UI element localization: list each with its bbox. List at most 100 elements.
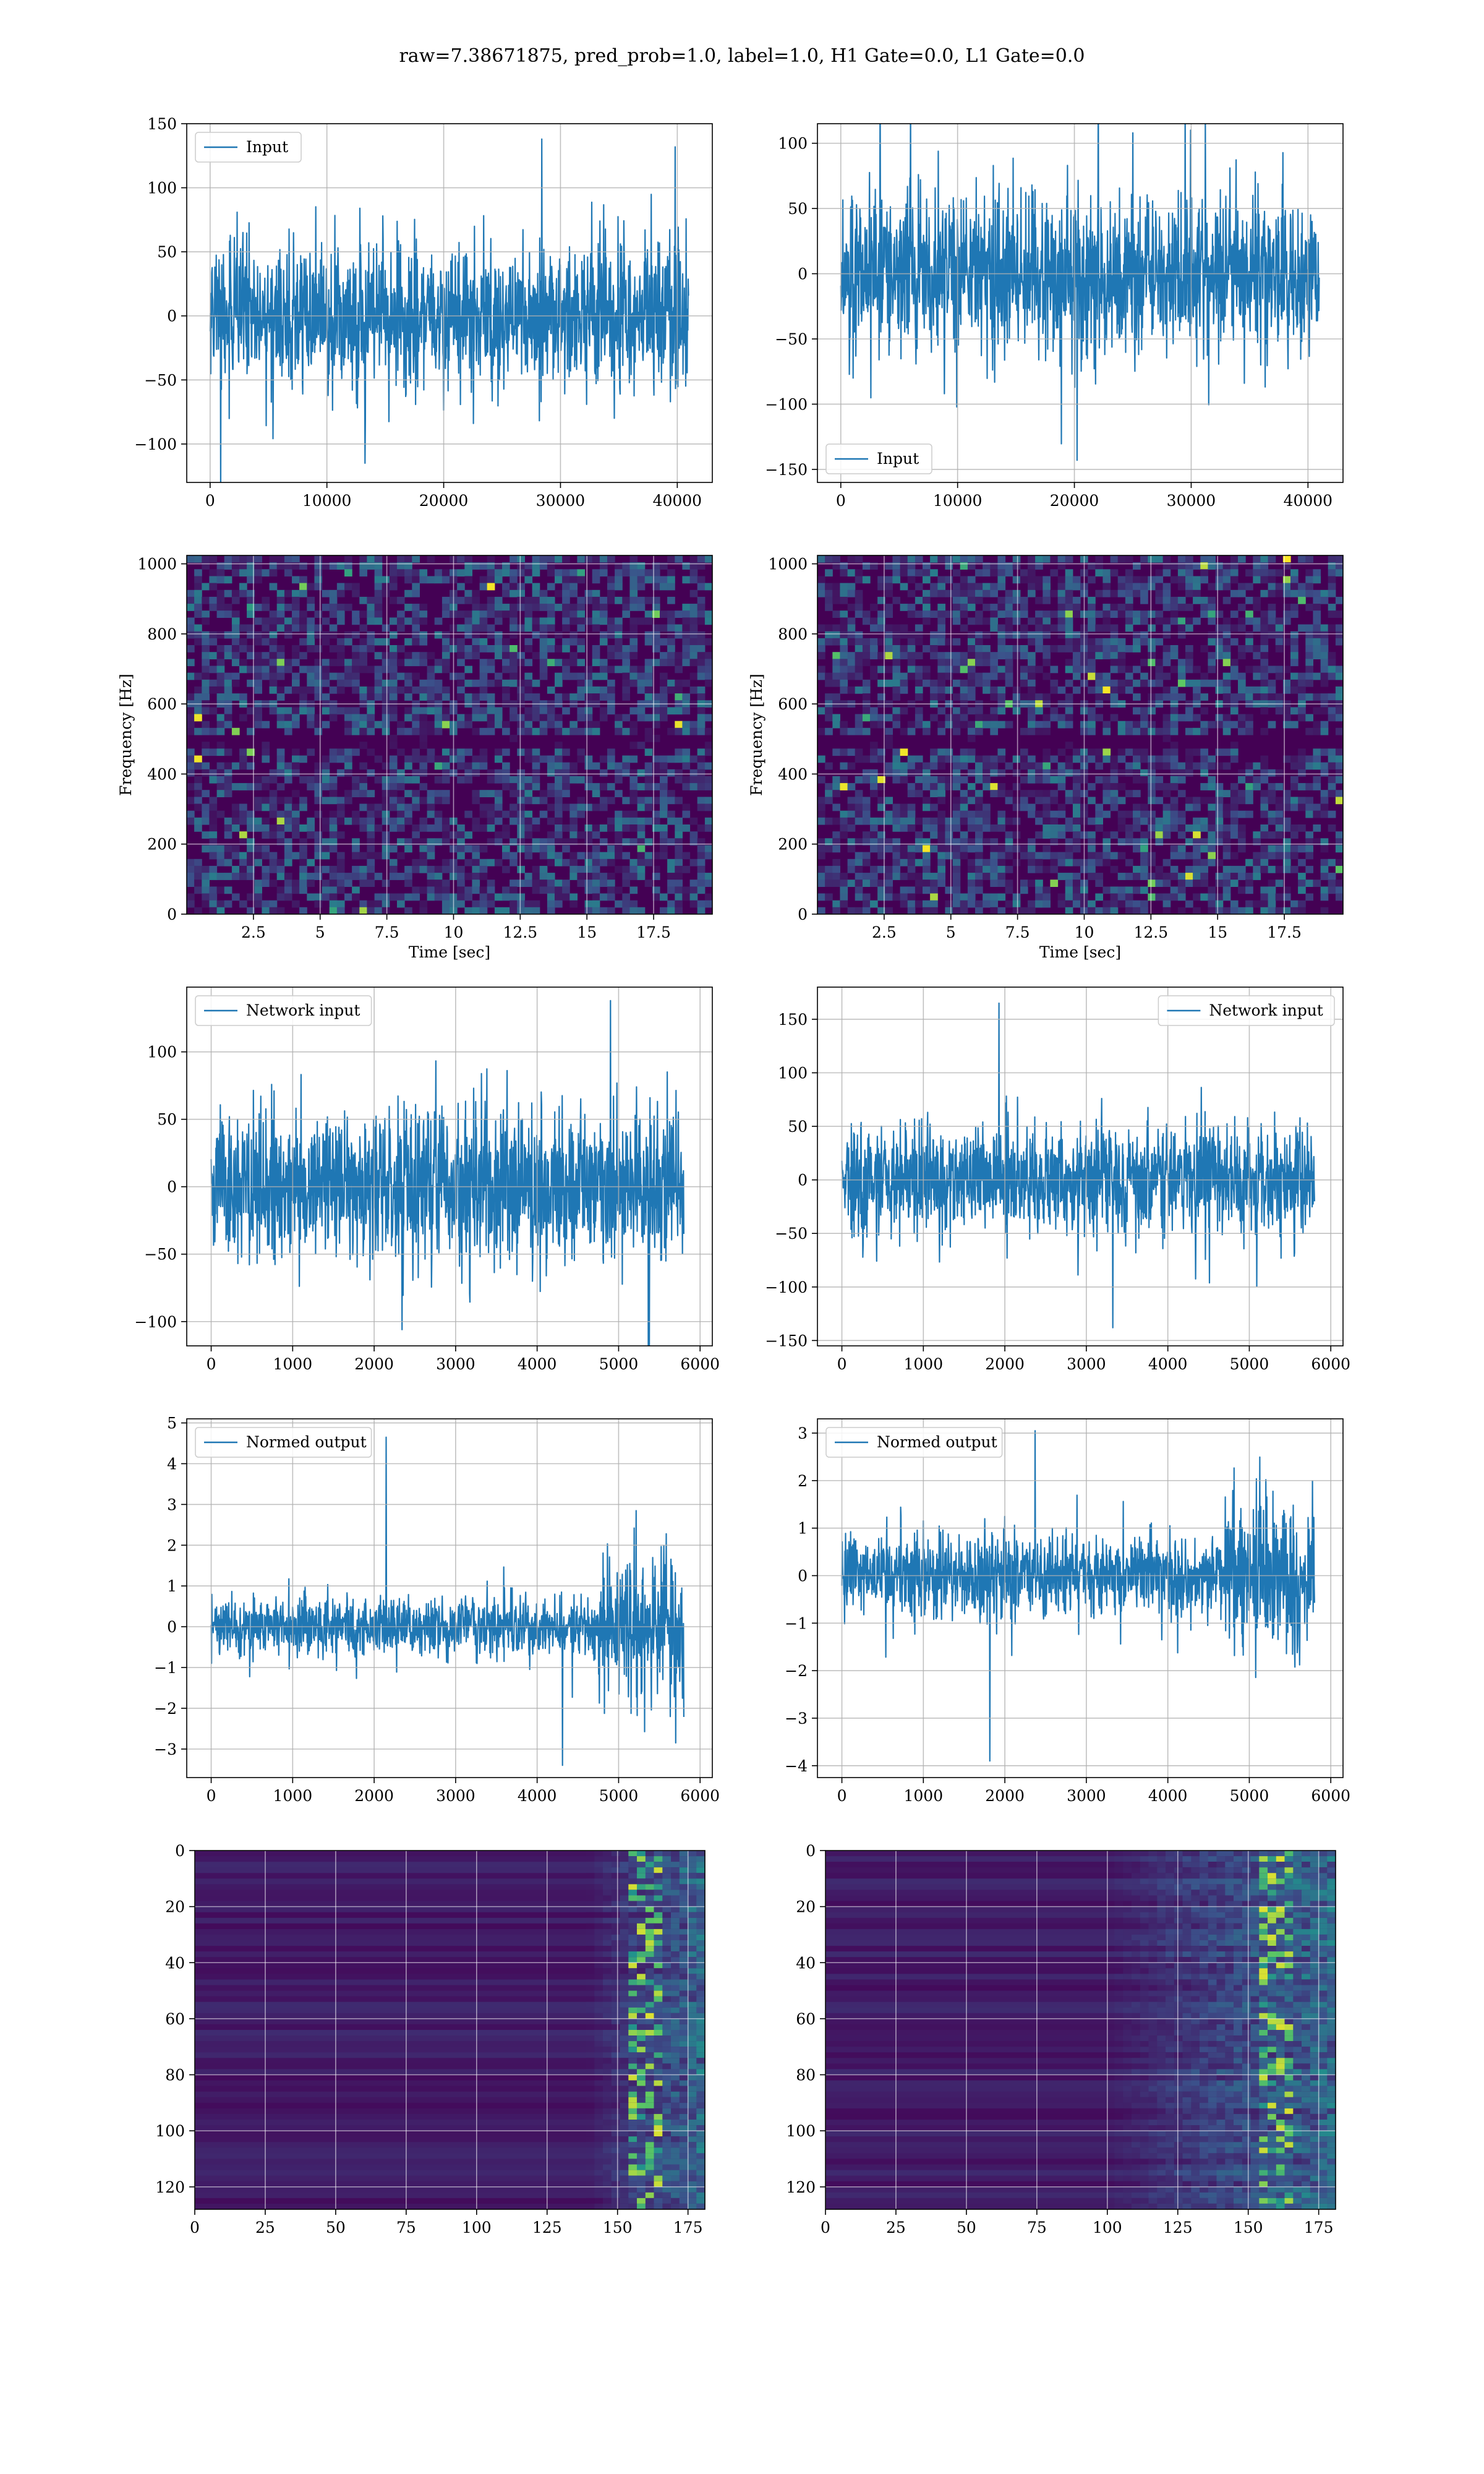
heatmap-cell [654, 1906, 663, 1913]
y-tick-label: 0 [798, 1171, 808, 1189]
heatmap-cell [472, 886, 480, 894]
x-tick-label: 15 [1208, 923, 1227, 941]
heatmap-cell [194, 886, 202, 894]
heatmap-cell [344, 790, 352, 797]
heatmap-cell [603, 1856, 612, 1862]
heatmap-cell [1222, 624, 1231, 632]
heatmap-cell [1200, 893, 1208, 901]
heatmap-cell [367, 631, 375, 639]
heatmap-cell [539, 838, 548, 846]
heatmap-cell [697, 645, 706, 653]
heatmap-cell [569, 762, 578, 770]
heatmap-cell [937, 617, 945, 625]
heatmap-cell [870, 783, 878, 790]
heatmap-cell [1260, 858, 1269, 867]
heatmap-cell [472, 604, 480, 611]
heatmap-cell [1133, 679, 1141, 687]
heatmap-cell [622, 659, 630, 667]
heatmap-cell [592, 762, 600, 770]
heatmap-cell [975, 803, 983, 811]
heatmap-cell [1193, 562, 1201, 570]
heatmap-cell [675, 755, 683, 763]
heatmap-cell [464, 721, 472, 729]
heatmap-cell [697, 880, 706, 887]
heatmap-cell [359, 762, 367, 770]
heatmap-cell [1117, 645, 1126, 653]
heatmap-cell [269, 666, 278, 674]
heatmap-cell [1185, 755, 1193, 763]
heatmap-cell [1110, 679, 1119, 687]
heatmap-cell [611, 1895, 621, 1902]
heatmap-cell [1282, 790, 1291, 797]
heatmap-cell [855, 790, 863, 797]
heatmap-cell [622, 797, 630, 805]
heatmap-cell [1245, 762, 1253, 770]
heatmap-cell [276, 555, 285, 563]
heatmap-cell [592, 672, 600, 680]
heatmap-cell [644, 693, 653, 701]
heatmap-cell [1253, 831, 1261, 839]
y-tick-label: −50 [775, 330, 808, 348]
heatmap-cell [1028, 652, 1036, 659]
heatmap-cell [464, 693, 472, 701]
heatmap-cell [907, 576, 916, 584]
heatmap-cell [990, 790, 998, 797]
heatmap-cell [855, 631, 863, 639]
heatmap-cell [487, 666, 495, 674]
heatmap-cell [855, 569, 863, 577]
heatmap-cell [607, 666, 615, 674]
heatmap-cell [1057, 589, 1066, 597]
heatmap-cell [1125, 604, 1133, 611]
heatmap-cell [675, 797, 683, 805]
heatmap-cell [679, 1890, 689, 1896]
heatmap-cell [952, 783, 961, 790]
heatmap-cell [892, 838, 901, 846]
heatmap-cell [262, 631, 270, 639]
heatmap-cell [840, 727, 848, 735]
heatmap-cell [1057, 686, 1066, 694]
heatmap-cell [472, 638, 480, 646]
heatmap-cell [569, 617, 578, 625]
heatmap-cell [434, 873, 443, 880]
heatmap-cell [1275, 893, 1284, 901]
heatmap-cell [517, 824, 525, 832]
heatmap-cell [930, 790, 938, 797]
heatmap-cell [209, 679, 218, 687]
heatmap-cell [1140, 727, 1148, 735]
heatmap-cell [704, 583, 712, 591]
heatmap-cell [547, 604, 555, 611]
heatmap-cell [1215, 631, 1224, 639]
heatmap-cell [1162, 693, 1171, 701]
heatmap-cell [960, 679, 968, 687]
heatmap-cell [1012, 562, 1021, 570]
heatmap-cell [532, 617, 540, 625]
heatmap-cell [1253, 858, 1261, 867]
x-tick-label: 10 [444, 923, 464, 941]
heatmap-cell [990, 589, 998, 597]
heatmap-cell [502, 666, 510, 674]
heatmap-cell [615, 824, 623, 832]
heatmap-cell [1208, 858, 1216, 867]
heatmap-cell [1050, 714, 1059, 722]
heatmap-cell [434, 893, 443, 901]
heatmap-cell [1148, 762, 1156, 770]
heatmap-cell [1162, 596, 1171, 604]
heatmap-cell [862, 873, 871, 880]
heatmap-cell [622, 769, 630, 777]
heatmap-cell [441, 858, 450, 867]
heatmap-cell [1028, 659, 1036, 667]
heatmap-cell [923, 679, 931, 687]
heatmap-cell [952, 824, 961, 832]
heatmap-cell [975, 824, 983, 832]
heatmap-cell [1268, 721, 1276, 729]
heatmap-cell [487, 810, 495, 818]
heatmap-cell [892, 672, 901, 680]
heatmap-cell [1200, 824, 1208, 832]
heatmap-cell [990, 755, 998, 763]
heatmap-cell [314, 721, 323, 729]
heatmap-cell [652, 852, 660, 860]
heatmap-cell [892, 755, 901, 763]
heatmap-cell [239, 714, 247, 722]
x-tick-label: 3000 [1067, 1355, 1106, 1373]
heatmap-cell [299, 880, 307, 887]
